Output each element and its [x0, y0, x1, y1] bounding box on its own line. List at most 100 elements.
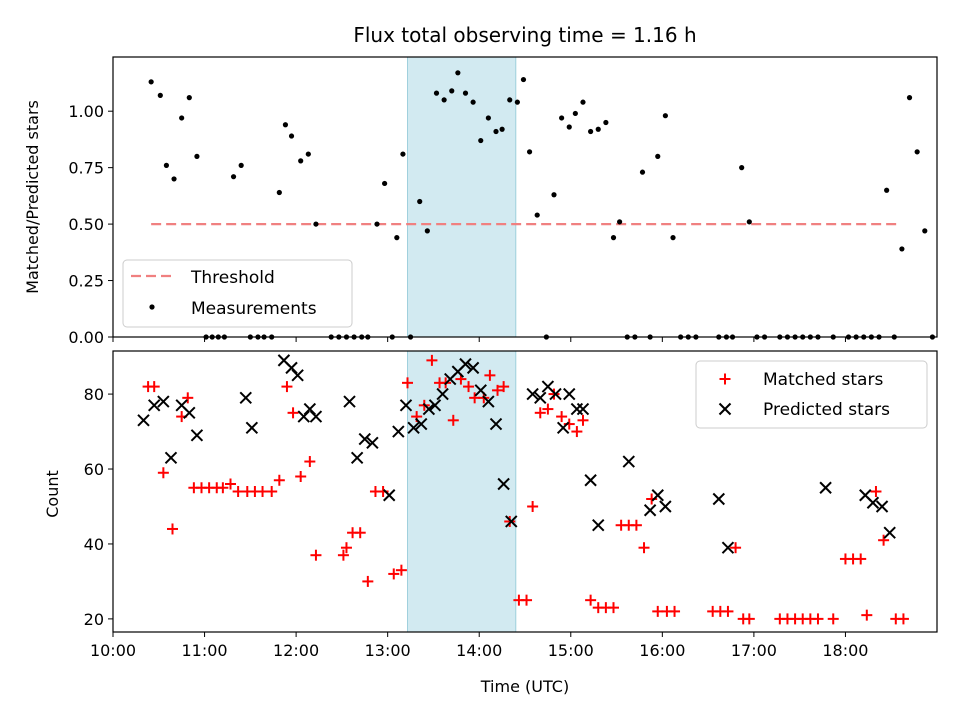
measurement-point [559, 115, 565, 121]
bottom-x-tick-label: 15:00 [548, 641, 594, 660]
measurement-point [595, 126, 601, 132]
bottom-x-tick-label: 13:00 [365, 641, 411, 660]
matched-point [638, 542, 650, 554]
matched-point [527, 500, 539, 512]
legend-cross [718, 402, 732, 416]
bottom-highlight-span [407, 350, 517, 633]
bottom-y-axis-label: Count [43, 470, 62, 518]
measurement-point [617, 219, 623, 225]
measurement-point [526, 149, 533, 155]
matched-point [556, 411, 568, 423]
matched-point [310, 549, 322, 561]
predicted-point [474, 384, 487, 397]
bottom-panel: 10:00 11:00 12:00 13:00 14:00 15:00 16:00 17:00… [43, 350, 938, 696]
matched-point [492, 384, 504, 396]
top-y-tick-label: 0.25 [68, 272, 104, 291]
predicted-point [436, 387, 449, 401]
matched-point [608, 602, 620, 614]
predicted-point [549, 387, 562, 401]
cross-stroke-b [859, 489, 872, 502]
bottom-y-tick-label: 60 [84, 460, 104, 479]
predicted-point [366, 436, 379, 450]
predicted-point [712, 492, 725, 506]
predicted-point [466, 361, 480, 375]
predicted-point [428, 399, 442, 412]
top-y-tick-label: 0.00 [68, 328, 104, 347]
matched-point [362, 575, 374, 587]
measurement-point [313, 221, 319, 227]
measurement-point [470, 99, 476, 105]
measurement-point [514, 99, 520, 105]
cross-stroke-b [147, 399, 161, 412]
cross-stroke-b [482, 395, 495, 408]
cross-stroke-b [534, 391, 547, 405]
matched-point [722, 605, 734, 617]
matched-point [498, 381, 510, 393]
cross-stroke-b [712, 492, 725, 506]
matched-point [897, 613, 909, 625]
cross-stroke-b [303, 402, 317, 416]
matched-point [463, 381, 475, 393]
matched-point [287, 407, 299, 419]
matched-point [426, 354, 438, 366]
predicted-point [584, 474, 597, 487]
cross-stroke-b [190, 429, 204, 442]
cross-stroke-b [366, 436, 379, 450]
predicted-point [875, 500, 889, 513]
cross-stroke-b [399, 399, 413, 412]
cross-stroke-b [157, 395, 170, 408]
matched-point [395, 564, 407, 576]
predicted-point [343, 395, 356, 408]
cross-stroke-b [866, 496, 880, 509]
measurement-point [179, 115, 185, 121]
measurement-point [449, 88, 455, 94]
measurement-point [433, 90, 440, 96]
cross-stroke-b [474, 384, 487, 397]
measurement-point [588, 128, 594, 135]
cross-stroke-b [549, 387, 562, 401]
measurement-point [400, 151, 406, 157]
cross-stroke-b [497, 477, 510, 491]
legend-matched-label: Matched stars [763, 370, 883, 390]
bottom-x-tick-label: 10:00 [90, 641, 136, 660]
predicted-point [819, 481, 832, 494]
predicted-point [422, 402, 436, 416]
matched-point [447, 414, 459, 426]
cross-stroke-b [164, 451, 178, 464]
cross-stroke-b [436, 387, 449, 401]
legend-measurements-marker [149, 304, 155, 310]
measurement-point [157, 92, 163, 98]
matched-point [577, 414, 589, 426]
cross-stroke-b [466, 361, 480, 375]
matched-point [388, 568, 400, 580]
cross-stroke-b [350, 451, 364, 464]
predicted-point [239, 391, 252, 405]
matched-point [217, 482, 229, 494]
measurement-point [670, 235, 676, 241]
measurement-point [884, 187, 890, 193]
measurement-point [171, 176, 177, 182]
measurement-point [462, 90, 469, 96]
matched-point [534, 407, 546, 419]
matched-point [521, 594, 533, 606]
measurement-point [148, 79, 154, 85]
measurement-point [186, 95, 192, 101]
matched-point [827, 613, 839, 625]
cross-stroke-b [309, 410, 323, 423]
top-legend: Threshold Measurements [122, 259, 353, 328]
cross-stroke-b [718, 402, 732, 416]
measurement-point [534, 212, 540, 218]
predicted-point [651, 489, 664, 502]
matched-point [743, 613, 755, 625]
matched-point [402, 377, 414, 389]
cross-stroke-b [622, 455, 635, 468]
measurement-point [276, 189, 282, 196]
matched-point [861, 609, 873, 621]
cross-stroke-b [505, 515, 518, 528]
cross-stroke-b [819, 481, 832, 494]
measurement-point [305, 151, 311, 157]
predicted-point [659, 500, 672, 513]
matched-point [571, 426, 583, 438]
top-y-axis-label: Matched/Predicted stars [23, 100, 42, 294]
predicted-point [643, 504, 657, 517]
